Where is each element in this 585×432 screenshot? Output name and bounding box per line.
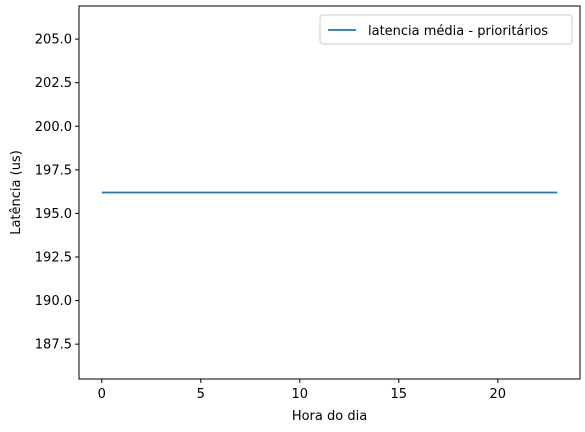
- x-tick-label: 0: [98, 387, 106, 402]
- x-tick-label: 10: [292, 387, 309, 402]
- y-tick-label: 197.5: [35, 163, 72, 178]
- y-tick-label: 202.5: [35, 76, 72, 91]
- legend-box: [319, 14, 573, 45]
- y-axis-label: Latência (us): [9, 150, 24, 235]
- x-tick-label: 5: [197, 387, 205, 402]
- y-tick-label: 192.5: [35, 250, 72, 265]
- y-tick-label: 205.0: [35, 33, 72, 48]
- y-tick-label: 187.5: [35, 338, 72, 353]
- x-tick-label: 20: [490, 387, 507, 402]
- y-tick-label: 195.0: [35, 207, 72, 222]
- x-axis-label: Hora do dia: [292, 409, 367, 424]
- y-tick-label: 200.0: [35, 120, 72, 135]
- plot-frame: [78, 5, 581, 380]
- x-axis-ticks: 0 5 10 15 20: [98, 379, 506, 402]
- y-tick-label: 190.0: [35, 294, 72, 309]
- x-tick-label: 15: [391, 387, 408, 402]
- y-axis-ticks: 187.5 190.0 192.5 195.0 197.5 200.0 202.5 205.0: [35, 33, 79, 353]
- legend: latencia média - prioritários: [319, 14, 573, 45]
- legend-entry-label: latencia média - prioritários: [368, 24, 548, 39]
